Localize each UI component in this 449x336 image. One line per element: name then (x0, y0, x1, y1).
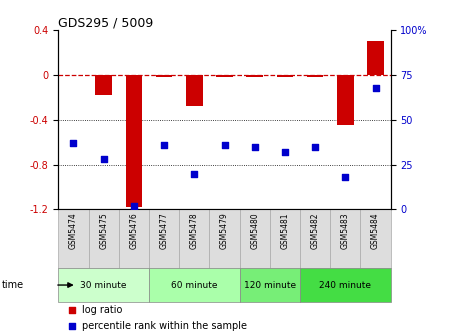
Bar (156, 75, 172, 77)
Bar (240, 209, 270, 268)
Point (282, 150, 289, 155)
Bar (337, 75, 354, 125)
Text: GSM5479: GSM5479 (220, 212, 229, 249)
Point (130, 203, 137, 209)
Bar (300, 209, 330, 268)
Point (312, 144, 319, 150)
Bar (149, 268, 240, 302)
Text: 60 minute: 60 minute (171, 281, 218, 290)
Bar (240, 268, 300, 302)
Text: GSM5483: GSM5483 (341, 212, 350, 249)
Text: time: time (2, 280, 24, 290)
Text: 30 minute: 30 minute (80, 281, 127, 290)
Bar (361, 209, 391, 268)
Bar (119, 209, 149, 268)
Text: GSM5476: GSM5476 (129, 212, 138, 249)
Bar (149, 209, 179, 268)
Bar (88, 209, 119, 268)
Text: GSM5482: GSM5482 (311, 212, 320, 249)
Bar (367, 41, 384, 75)
Bar (277, 75, 293, 77)
Point (372, 85, 379, 90)
Point (251, 144, 258, 150)
Text: 120 minute: 120 minute (244, 281, 296, 290)
Text: percentile rank within the sample: percentile rank within the sample (82, 322, 247, 332)
Bar (247, 75, 263, 77)
Bar (330, 209, 361, 268)
Text: GSM5484: GSM5484 (371, 212, 380, 249)
Point (191, 171, 198, 176)
Text: GSM5477: GSM5477 (159, 212, 168, 249)
Bar (270, 209, 300, 268)
Bar (95, 75, 112, 95)
Text: 240 minute: 240 minute (319, 281, 371, 290)
Text: GSM5480: GSM5480 (250, 212, 259, 249)
Point (68, 307, 75, 312)
Bar (126, 75, 142, 207)
Text: GSM5478: GSM5478 (190, 212, 199, 249)
Point (68, 324, 75, 329)
Bar (300, 268, 391, 302)
Text: GSM5475: GSM5475 (99, 212, 108, 249)
Text: GSM5481: GSM5481 (281, 212, 290, 249)
Point (160, 142, 167, 148)
Bar (307, 75, 323, 77)
Bar (58, 268, 149, 302)
Point (100, 157, 107, 162)
Point (221, 142, 228, 148)
Text: log ratio: log ratio (82, 304, 122, 314)
Bar (209, 209, 240, 268)
Bar (216, 75, 233, 77)
Point (70, 140, 77, 146)
Text: GSM5474: GSM5474 (69, 212, 78, 249)
Bar (58, 209, 88, 268)
Bar (179, 209, 209, 268)
Bar (186, 75, 202, 107)
Text: GDS295 / 5009: GDS295 / 5009 (58, 16, 154, 29)
Point (342, 174, 349, 180)
